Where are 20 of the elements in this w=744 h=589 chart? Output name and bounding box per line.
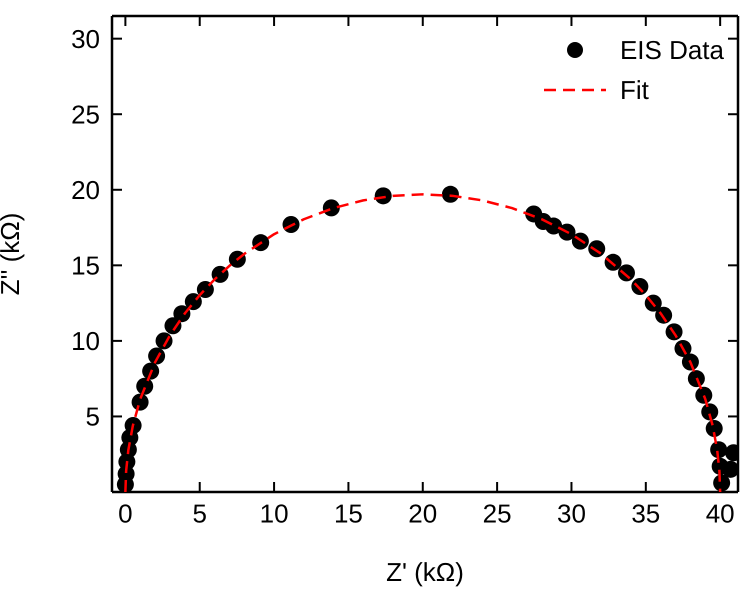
x-tick-label: 35 bbox=[631, 498, 660, 528]
x-tick-label: 15 bbox=[334, 498, 363, 528]
x-tick-label: 20 bbox=[408, 498, 438, 528]
legend-label: EIS Data bbox=[620, 34, 724, 66]
legend-label: Fit bbox=[620, 74, 649, 106]
x-tick-label: 0 bbox=[118, 498, 133, 528]
x-tick-label: 5 bbox=[192, 498, 207, 528]
y-tick-label: 25 bbox=[71, 99, 100, 130]
x-tick-label: 25 bbox=[482, 498, 512, 528]
x-tick-label: 40 bbox=[706, 498, 735, 528]
x-tick-label: 30 bbox=[557, 498, 586, 528]
y-tick-label: 10 bbox=[71, 326, 100, 356]
y-tick-label: 15 bbox=[71, 250, 100, 281]
x-tick-label: 10 bbox=[260, 498, 289, 528]
y-tick-label: 30 bbox=[71, 24, 100, 54]
x-axis-title: Z' (kΩ) bbox=[386, 557, 464, 587]
y-tick-label: 20 bbox=[71, 175, 100, 206]
y-tick-label: 5 bbox=[86, 402, 100, 432]
point bbox=[722, 460, 738, 478]
y-axis-title: Z'' (kΩ) bbox=[0, 212, 26, 296]
